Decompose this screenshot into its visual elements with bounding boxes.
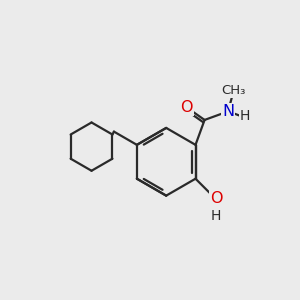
Text: CH₃: CH₃ (221, 83, 246, 97)
Text: H: H (240, 110, 250, 123)
Text: O: O (211, 191, 223, 206)
Text: H: H (210, 209, 221, 223)
Text: O: O (180, 100, 193, 115)
Text: N: N (222, 104, 234, 119)
